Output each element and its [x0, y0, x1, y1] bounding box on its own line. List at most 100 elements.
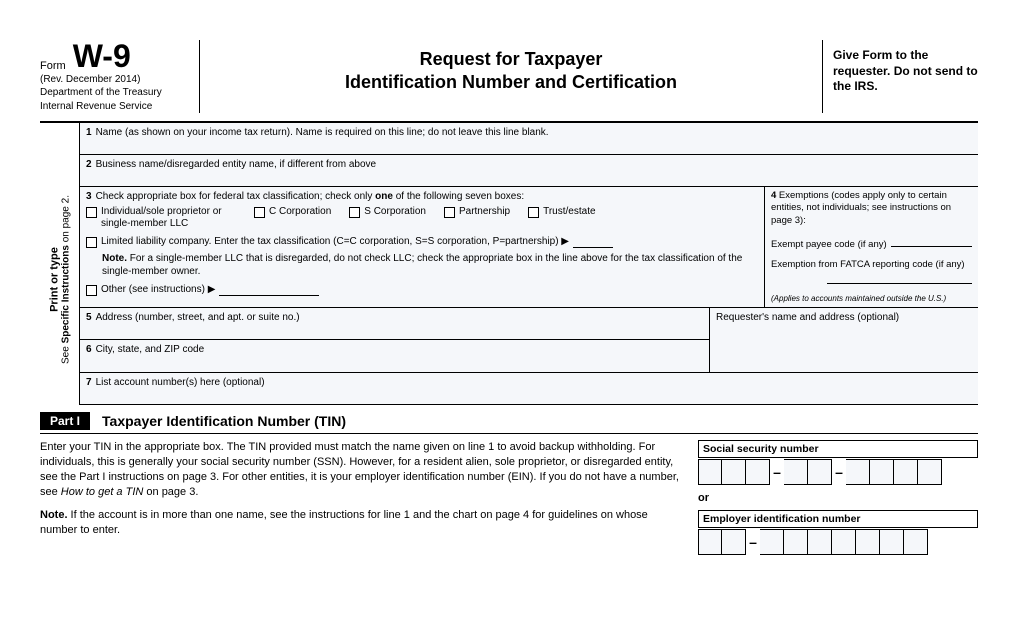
ein-box[interactable] — [760, 529, 784, 555]
fatca-row: code (if any) — [771, 272, 972, 288]
line3-4-row: 3Check appropriate box for federal tax c… — [80, 187, 978, 308]
ssn-box[interactable] — [918, 459, 942, 485]
llc-note-bold: Note. — [102, 253, 127, 264]
exempt-payee-input[interactable] — [891, 235, 972, 247]
cb-trust-item: Trust/estate — [528, 206, 595, 218]
cb-ccorp[interactable] — [254, 207, 265, 218]
form-number: W-9 — [73, 40, 131, 72]
note-text: If the account is in more than one name,… — [40, 509, 648, 536]
dept-line2: Internal Revenue Service — [40, 101, 191, 113]
line6-label: City, state, and ZIP code — [96, 344, 205, 355]
ein-box[interactable] — [832, 529, 856, 555]
line2-row[interactable]: 2Business name/disregarded entity name, … — [80, 155, 978, 187]
title-line2: Identification Number and Certification — [220, 71, 802, 94]
cb-llc-label: Limited liability company. Enter the tax… — [101, 236, 569, 248]
header-left: Form W-9 (Rev. December 2014) Department… — [40, 40, 200, 113]
dash: – — [770, 464, 784, 480]
applies-text: (Applies to accounts maintained outside … — [771, 294, 972, 304]
dash: – — [832, 464, 846, 480]
ssn-box[interactable] — [846, 459, 870, 485]
fields-area: 1 Name (as shown on your income tax retur… — [80, 123, 978, 405]
cb-partnership-item: Partnership — [444, 206, 510, 218]
title-line1: Request for Taxpayer — [220, 48, 802, 71]
ssn-box[interactable] — [746, 459, 770, 485]
line7-row[interactable]: 7List account number(s) here (optional) — [80, 373, 978, 405]
line5-row[interactable]: 5 Address (number, street, and apt. or su… — [80, 308, 709, 340]
header-right: Give Form to the requester. Do not send … — [823, 40, 978, 113]
part1-badge: Part I — [40, 412, 90, 430]
cb-scorp-item: S Corporation — [349, 206, 426, 218]
llc-classification-input[interactable] — [573, 236, 613, 248]
line5-label: Address (number, street, and apt. or sui… — [96, 312, 300, 323]
line3-label-end: of the following seven boxes: — [393, 191, 524, 202]
cb-trust-label: Trust/estate — [543, 206, 595, 218]
ein-box[interactable] — [808, 529, 832, 555]
ssn-grid: – – — [698, 458, 978, 486]
ssn-box[interactable] — [722, 459, 746, 485]
ssn-box[interactable] — [698, 459, 722, 485]
line6-row[interactable]: 6 City, state, and ZIP code — [80, 340, 709, 372]
cb-llc[interactable] — [86, 237, 97, 248]
other-input[interactable] — [219, 284, 319, 296]
form-w9: Form W-9 (Rev. December 2014) Department… — [40, 40, 978, 556]
cb-other-row: Other (see instructions) ▶ — [86, 284, 758, 296]
ssn-label: Social security number — [698, 440, 978, 458]
cb-scorp[interactable] — [349, 207, 360, 218]
header-center: Request for Taxpayer Identification Numb… — [200, 40, 823, 113]
fatca-label: Exemption from FATCA reporting code (if … — [771, 259, 972, 271]
requester-block[interactable]: Requester's name and address (optional) — [710, 308, 978, 372]
checkbox-row1: Individual/sole proprietor or single-mem… — [86, 206, 758, 230]
line1-row[interactable]: 1 Name (as shown on your income tax retur… — [80, 123, 978, 155]
sidebar-line1: Print or type — [49, 155, 61, 405]
line2-label: Business name/disregarded entity name, i… — [96, 159, 377, 170]
ein-box[interactable] — [698, 529, 722, 555]
line1-label: Name (as shown on your income tax return… — [96, 127, 549, 138]
part1-text: Enter your TIN in the appropriate box. T… — [40, 440, 680, 556]
address-block: 5 Address (number, street, and apt. or su… — [80, 308, 710, 372]
ssn-box[interactable] — [808, 459, 832, 485]
exempt-payee-label: Exempt payee code (if any) — [771, 239, 887, 251]
sidebar-line2: See Specific Instructions on page 2. — [61, 155, 72, 405]
line5-6-row: 5 Address (number, street, and apt. or su… — [80, 308, 978, 373]
line4-label: Exemptions (codes apply only to certain … — [771, 190, 951, 226]
note-bold: Note. — [40, 509, 68, 521]
ein-label: Employer identification number — [698, 510, 978, 528]
line1-num: 1 — [86, 127, 92, 138]
ein-box[interactable] — [722, 529, 746, 555]
ein-box[interactable] — [784, 529, 808, 555]
cb-individual[interactable] — [86, 207, 97, 218]
ein-box[interactable] — [880, 529, 904, 555]
cb-other[interactable] — [86, 285, 97, 296]
line4-right: 4 Exemptions (codes apply only to certai… — [765, 187, 978, 307]
cb-trust[interactable] — [528, 207, 539, 218]
llc-note-text: For a single-member LLC that is disregar… — [102, 253, 742, 277]
fatca-input[interactable] — [827, 272, 972, 284]
cb-individual-item: Individual/sole proprietor or single-mem… — [86, 206, 236, 230]
ssn-box[interactable] — [784, 459, 808, 485]
part1-header: Part I Taxpayer Identification Number (T… — [40, 409, 978, 434]
cb-other-label: Other (see instructions) ▶ — [101, 284, 215, 296]
sidebar-text: Print or type See Specific Instructions … — [49, 155, 72, 405]
ssn-box[interactable] — [894, 459, 918, 485]
line6-num: 6 — [86, 344, 92, 355]
ssn-box[interactable] — [870, 459, 894, 485]
sidebar: Print or type See Specific Instructions … — [40, 123, 80, 405]
cb-partnership[interactable] — [444, 207, 455, 218]
llc-note: Note. For a single-member LLC that is di… — [102, 252, 758, 278]
cb-scorp-label: S Corporation — [364, 206, 426, 218]
line5-num: 5 — [86, 312, 92, 323]
form-label: Form — [40, 60, 66, 72]
part1-para1: Enter your TIN in the appropriate box. T… — [40, 440, 680, 499]
para1-end: on page 3. — [143, 486, 198, 498]
give-form-text: Give Form to the requester. Do not send … — [833, 48, 978, 95]
form-header: Form W-9 (Rev. December 2014) Department… — [40, 40, 978, 123]
ein-box[interactable] — [904, 529, 928, 555]
tin-boxes: Social security number – – or Employer i… — [698, 440, 978, 556]
requester-label: Requester's name and address (optional) — [716, 312, 899, 323]
ein-box[interactable] — [856, 529, 880, 555]
line3-bold: one — [375, 191, 393, 202]
ein-grid: – — [698, 528, 978, 556]
revision-date: (Rev. December 2014) — [40, 74, 191, 85]
cb-ccorp-label: C Corporation — [269, 206, 331, 218]
exempt-payee-row: Exempt payee code (if any) — [771, 235, 972, 251]
